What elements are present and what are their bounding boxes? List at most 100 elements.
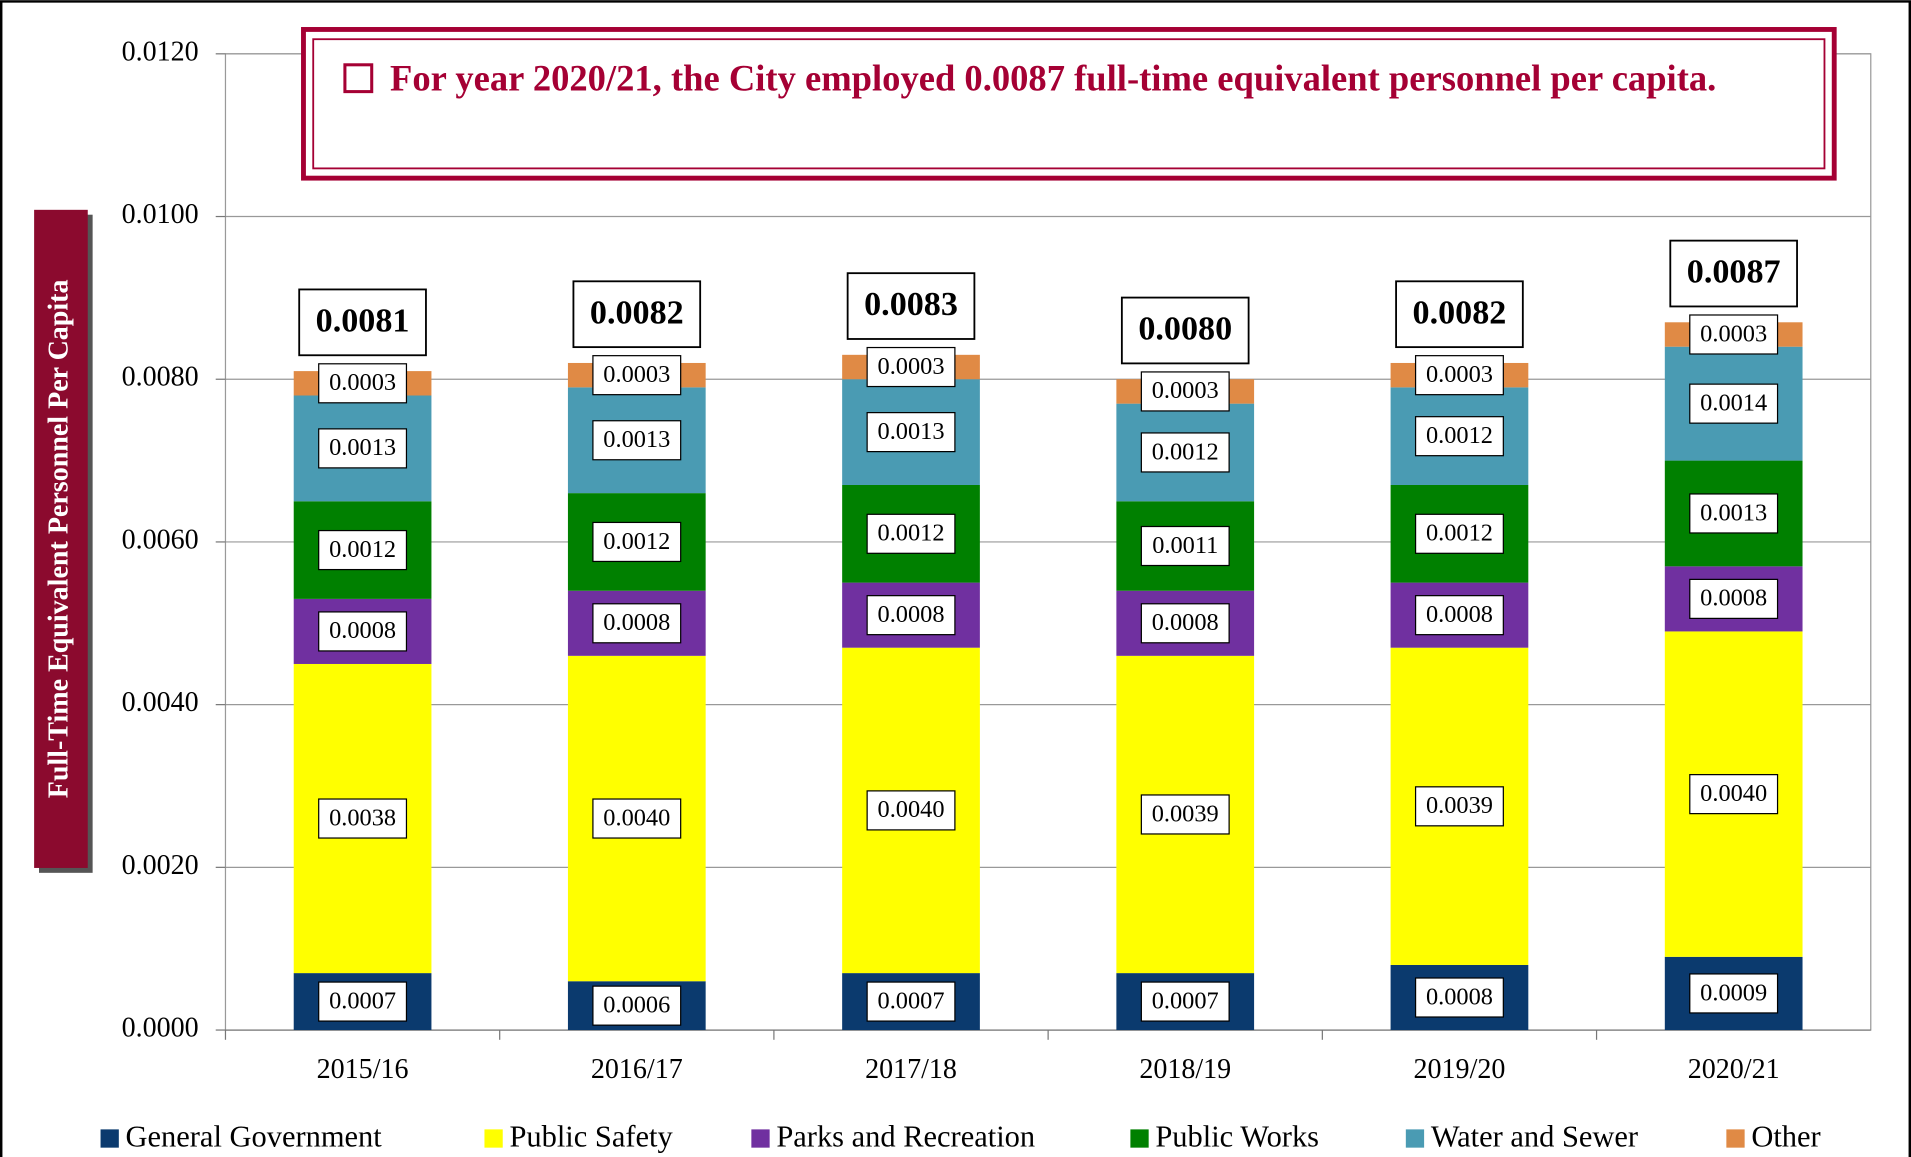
x-tick-label: 2016/17	[591, 1054, 683, 1085]
value-label: 0.0012	[1426, 520, 1493, 547]
value-label: 0.0003	[1700, 320, 1767, 347]
value-label: 0.0008	[1700, 585, 1767, 612]
legend-swatch	[750, 1128, 771, 1149]
legend-label: Other	[1751, 1120, 1820, 1154]
annotation: For year 2020/21, the City employed 0.00…	[390, 58, 1717, 99]
plot: 0.0000 0.0020 0.0040 0.0060 0.0080 0.0100 0.01…	[122, 36, 1872, 1085]
value-label-box	[1140, 794, 1230, 835]
y-tick-label: 0.0060	[122, 524, 199, 555]
value-label: 0.0008	[1426, 601, 1493, 628]
x-tick-label: 2017/18	[865, 1054, 957, 1085]
legend-swatch	[99, 1128, 121, 1149]
value-label: 0.0013	[1700, 499, 1767, 526]
value-label-box	[318, 529, 408, 571]
value-label: 0.0008	[603, 609, 670, 636]
value-label-box	[1689, 493, 1779, 534]
value-label: 0.0007	[1152, 987, 1219, 1014]
value-label-box	[1140, 981, 1230, 1022]
total-label-box	[298, 288, 427, 357]
value-label-box	[592, 355, 682, 396]
value-label: 0.0008	[878, 601, 945, 628]
legend-swatch	[1129, 1128, 1150, 1149]
total-label-box	[1395, 280, 1524, 349]
value-label: 0.0007	[878, 987, 945, 1014]
value-label: 0.0008	[329, 617, 396, 644]
value-label: 0.0038	[329, 804, 396, 831]
y-label-box	[34, 209, 88, 868]
value-label: 0.0012	[603, 528, 670, 555]
total-label-box	[1669, 239, 1798, 308]
x-tick-label: 2015/16	[317, 1054, 409, 1085]
value-label: 0.0011	[1152, 532, 1218, 559]
x-tick-label: 2020/21	[1688, 1054, 1780, 1085]
value-label-box	[592, 798, 682, 839]
legend-label: Public Safety	[509, 1120, 673, 1154]
value-label-box	[592, 420, 682, 461]
value-label-box	[592, 985, 682, 1026]
value-label: 0.0007	[329, 987, 396, 1014]
x-tick-label: 2018/19	[1139, 1054, 1231, 1085]
value-label-box	[1414, 595, 1504, 636]
value-label-box	[866, 346, 956, 388]
value-label-box	[592, 603, 682, 644]
value-label-box	[1414, 977, 1504, 1018]
value-label-box	[1414, 416, 1504, 457]
value-label: 0.0008	[1152, 609, 1219, 636]
value-label-box	[1140, 603, 1230, 644]
value-label-box	[318, 428, 408, 469]
value-label-box	[1140, 371, 1230, 412]
value-label-box	[866, 790, 956, 831]
value-label-box	[866, 513, 956, 554]
value-label: 0.0006	[603, 991, 670, 1018]
legend-label: General Government	[126, 1120, 383, 1154]
value-label: 0.0012	[329, 536, 396, 563]
value-label-box	[866, 412, 956, 453]
value-label: 0.0003	[1426, 361, 1493, 388]
y-tick-label: 0.0000	[122, 1012, 199, 1043]
value-label: 0.0013	[878, 418, 945, 445]
value-label: 0.0003	[878, 353, 945, 380]
value-label-box	[1140, 525, 1230, 567]
value-label-box	[1414, 355, 1504, 396]
value-label: 0.0039	[1426, 792, 1493, 819]
value-label: 0.0009	[1700, 979, 1767, 1006]
value-label-box	[318, 363, 408, 404]
annotation-inner	[312, 38, 1826, 170]
legend-swatch	[1404, 1128, 1426, 1149]
annotation-bullet	[343, 63, 374, 94]
legend-swatch	[483, 1128, 504, 1149]
total-label: 0.0080	[1138, 311, 1232, 348]
annotation-holder: For year 2020/21, the City employed 0.00…	[390, 58, 1717, 99]
y-tick-label: 0.0120	[122, 36, 199, 67]
value-label-box	[1689, 383, 1779, 424]
value-label: 0.0003	[603, 361, 670, 388]
y-axis-label: Full-Time Equivalent Personnel Per Capit…	[43, 279, 74, 798]
value-label: 0.0040	[603, 804, 670, 831]
value-label: 0.0008	[1426, 983, 1493, 1010]
legend-label: Parks and Recreation	[776, 1120, 1035, 1154]
value-label-box	[592, 521, 682, 563]
x-tick-label: 2019/20	[1414, 1054, 1506, 1085]
value-label-box	[1689, 774, 1779, 815]
total-label: 0.0081	[316, 302, 410, 339]
value-label-box	[318, 981, 408, 1022]
total-label: 0.0082	[590, 294, 684, 331]
value-label-box	[1689, 314, 1779, 355]
value-label: 0.0003	[329, 369, 396, 396]
value-label-box	[1414, 513, 1504, 554]
total-label: 0.0083	[864, 286, 958, 323]
value-label: 0.0013	[329, 434, 396, 461]
y-tick-label: 0.0080	[122, 362, 199, 393]
total-label: 0.0087	[1687, 254, 1781, 291]
value-label-box	[318, 798, 408, 839]
y-tick-label: 0.0020	[122, 850, 199, 881]
total-label: 0.0082	[1413, 294, 1507, 331]
value-label-box	[866, 981, 956, 1022]
y-tick-label: 0.0100	[122, 199, 199, 230]
value-label-box	[1689, 973, 1779, 1014]
value-label: 0.0040	[878, 796, 945, 823]
total-label-box	[846, 272, 976, 340]
value-label: 0.0012	[1152, 438, 1219, 465]
value-label-box	[318, 611, 408, 652]
